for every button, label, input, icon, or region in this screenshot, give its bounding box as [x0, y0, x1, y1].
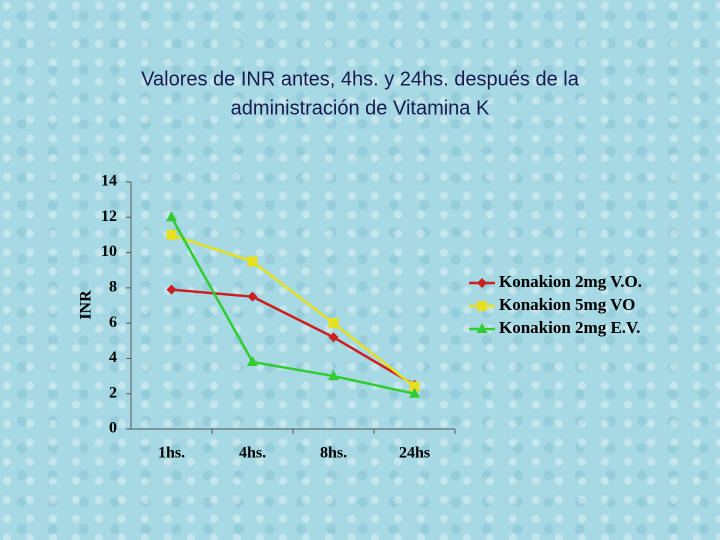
- data-point: [328, 318, 339, 329]
- data-point: [166, 229, 177, 240]
- series-line: [170, 216, 415, 395]
- x-tick-label: 1hs.: [158, 445, 185, 462]
- data-point: [409, 387, 420, 398]
- data-point: [166, 284, 177, 295]
- chart-title: administración de Vitamina K: [231, 97, 490, 119]
- data-point: [247, 291, 258, 302]
- legend-marker: [477, 278, 487, 288]
- series-line: [171, 233, 416, 388]
- x-tick-label: 8hs.: [320, 445, 347, 462]
- legend-label: Konakion 2mg E.V.: [499, 318, 640, 337]
- series-line: [171, 288, 416, 386]
- chart-title: Valores de INR antes, 4hs. y 24hs. despu…: [141, 68, 580, 90]
- data-point: [247, 256, 258, 267]
- data-point: [247, 355, 258, 366]
- data-point: [409, 381, 420, 392]
- y-axis-label: INR: [78, 290, 95, 320]
- y-tick-label: 4: [109, 349, 117, 366]
- legend-label: Konakion 2mg V.O.: [499, 272, 642, 291]
- y-tick-label: 12: [101, 208, 117, 225]
- data-point: [166, 211, 177, 222]
- legend-marker: [476, 323, 488, 333]
- y-tick-label: 8: [109, 279, 117, 296]
- y-tick-label: 0: [109, 420, 117, 437]
- legend-marker: [477, 301, 487, 311]
- y-tick-label: 2: [109, 384, 117, 401]
- legend-label: Konakion 5mg VO: [499, 295, 635, 314]
- data-point: [328, 332, 339, 343]
- data-point: [328, 370, 339, 381]
- y-tick-label: 6: [109, 314, 117, 331]
- y-tick-label: 10: [101, 243, 117, 260]
- x-tick-label: 24hs: [399, 445, 430, 462]
- y-tick-label: 14: [101, 173, 117, 190]
- x-tick-label: 4hs.: [239, 445, 266, 462]
